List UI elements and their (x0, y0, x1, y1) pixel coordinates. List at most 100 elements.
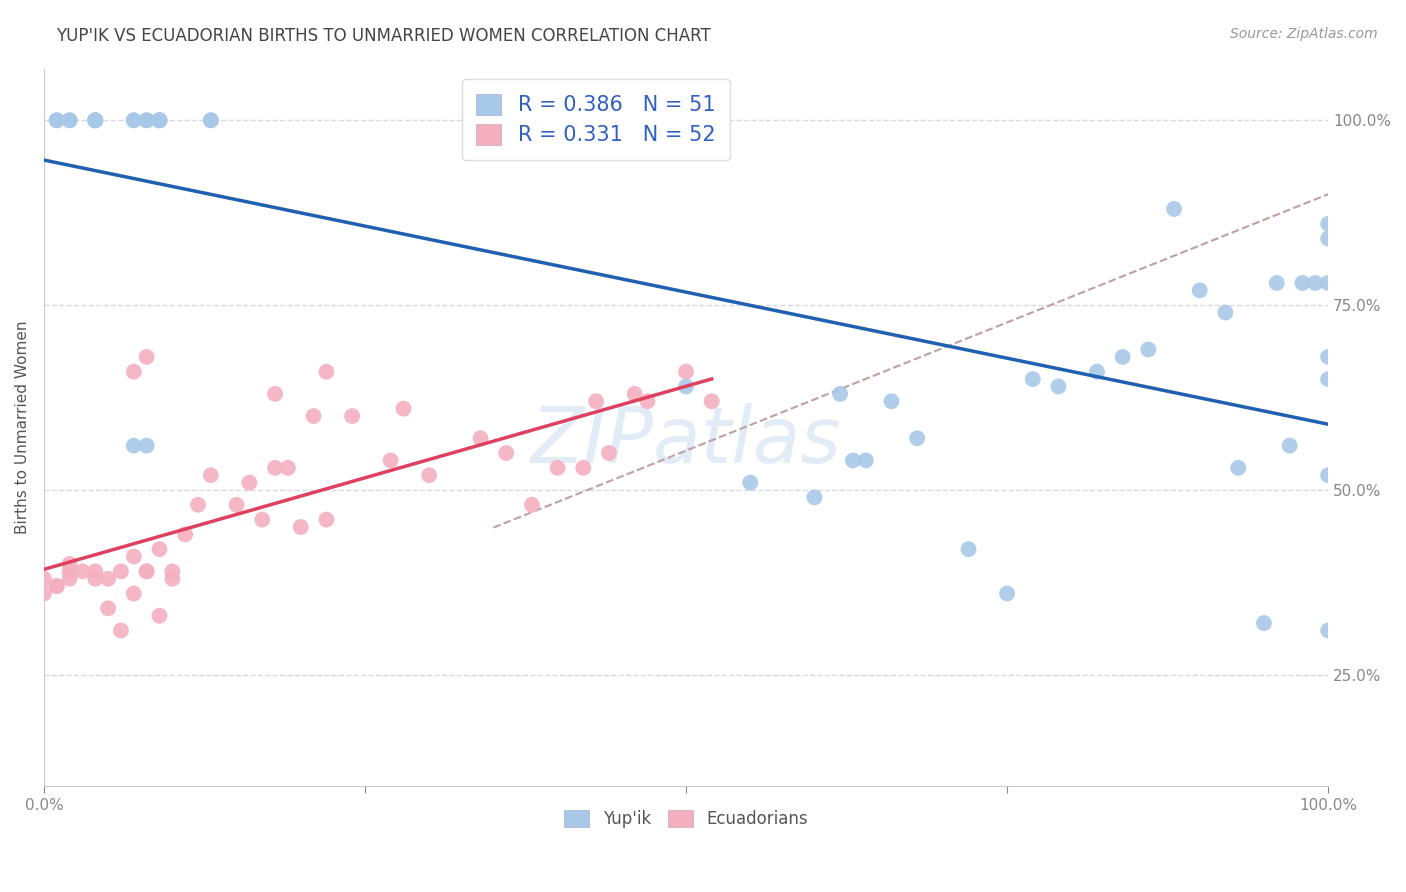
Point (675, 365, 697, 379)
Point (1317, 468, 1340, 483)
Point (45, 113, 67, 128)
Point (72, 565, 94, 579)
Point (84, 572, 107, 586)
Point (572, 460, 595, 475)
Point (380, 453, 402, 467)
Point (58, 572, 80, 586)
Point (1253, 616, 1275, 631)
Text: ZIPatlas: ZIPatlas (530, 403, 841, 480)
Point (520, 498, 543, 512)
Point (58, 113, 80, 128)
Point (1163, 202, 1185, 216)
Point (135, 113, 157, 128)
Point (1278, 439, 1301, 453)
Point (392, 401, 415, 416)
Point (264, 460, 287, 475)
Point (1137, 343, 1160, 357)
Point (1188, 284, 1211, 298)
Point (135, 113, 157, 128)
Point (855, 453, 877, 467)
Point (1085, 365, 1108, 379)
Point (122, 113, 145, 128)
Point (700, 394, 723, 409)
Point (637, 394, 659, 409)
Point (418, 468, 440, 483)
Point (84, 113, 107, 128)
Point (225, 498, 247, 512)
Point (97, 601, 120, 615)
Point (1047, 379, 1070, 393)
Point (122, 549, 145, 564)
Point (84, 565, 107, 579)
Point (290, 520, 312, 534)
Point (200, 468, 222, 483)
Point (58, 557, 80, 571)
Point (995, 586, 1018, 600)
Point (110, 624, 132, 638)
Point (97, 572, 120, 586)
Point (842, 453, 865, 467)
Legend: Yup'ik, Ecuadorians: Yup'ik, Ecuadorians (558, 804, 814, 835)
Point (470, 431, 492, 445)
Point (598, 446, 620, 460)
Point (148, 542, 170, 557)
Point (1317, 217, 1340, 231)
Point (148, 113, 170, 128)
Point (174, 527, 197, 541)
Point (1291, 276, 1313, 290)
Point (1317, 372, 1340, 386)
Point (1265, 276, 1288, 290)
Point (957, 542, 980, 557)
Point (740, 475, 762, 490)
Point (148, 608, 170, 623)
Point (162, 565, 184, 579)
Point (122, 439, 145, 453)
Point (122, 586, 145, 600)
Point (830, 387, 852, 401)
Point (135, 350, 157, 364)
Point (1215, 305, 1237, 319)
Point (905, 431, 928, 445)
Point (45, 113, 67, 128)
Point (32, 586, 55, 600)
Point (1022, 372, 1045, 386)
Point (880, 394, 903, 409)
Point (238, 475, 260, 490)
Point (1111, 350, 1133, 364)
Point (135, 565, 157, 579)
Point (250, 512, 273, 526)
Point (585, 394, 607, 409)
Point (547, 460, 569, 475)
Text: YUP'IK VS ECUADORIAN BIRTHS TO UNMARRIED WOMEN CORRELATION CHART: YUP'IK VS ECUADORIAN BIRTHS TO UNMARRIED… (56, 27, 711, 45)
Point (277, 460, 299, 475)
Y-axis label: Births to Unmarried Women: Births to Unmarried Women (15, 320, 30, 534)
Point (1317, 276, 1340, 290)
Point (1317, 350, 1340, 364)
Point (1227, 460, 1250, 475)
Point (264, 387, 287, 401)
Point (84, 113, 107, 128)
Point (135, 439, 157, 453)
Text: Source: ZipAtlas.com: Source: ZipAtlas.com (1230, 27, 1378, 41)
Point (675, 379, 697, 393)
Point (122, 365, 145, 379)
Point (1317, 624, 1340, 638)
Point (315, 512, 337, 526)
Point (1317, 231, 1340, 245)
Point (803, 491, 825, 505)
Point (45, 579, 67, 593)
Point (623, 387, 645, 401)
Point (148, 113, 170, 128)
Point (122, 113, 145, 128)
Point (200, 113, 222, 128)
Point (495, 446, 517, 460)
Point (32, 572, 55, 586)
Point (135, 565, 157, 579)
Point (84, 113, 107, 128)
Point (302, 409, 325, 423)
Point (58, 565, 80, 579)
Point (110, 565, 132, 579)
Point (45, 579, 67, 593)
Point (58, 113, 80, 128)
Point (84, 113, 107, 128)
